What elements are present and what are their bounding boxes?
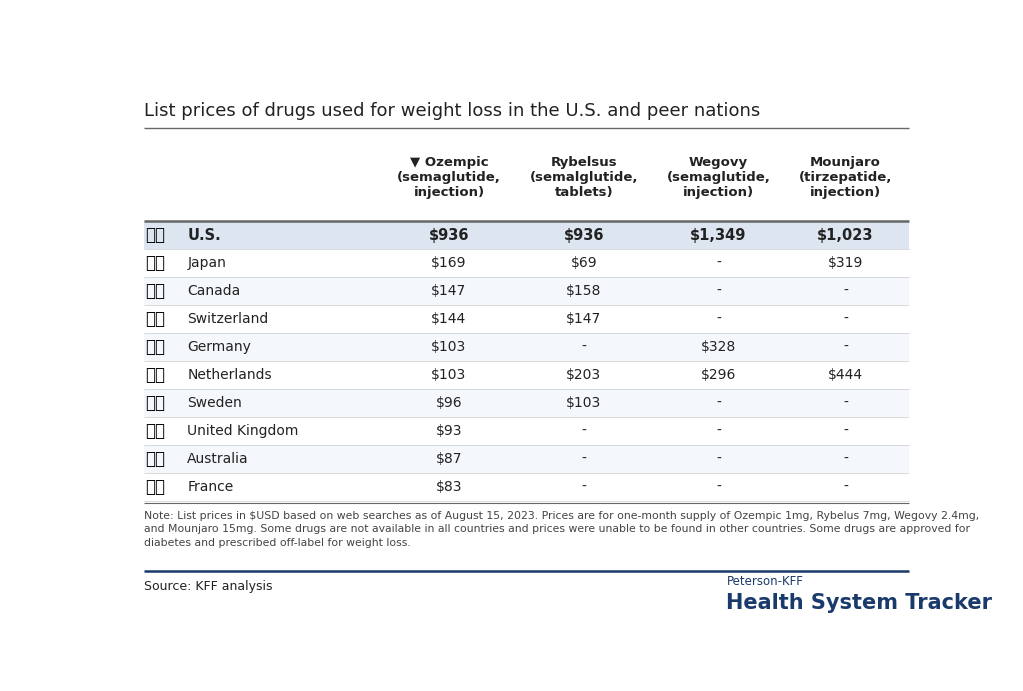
- Text: $203: $203: [566, 368, 602, 382]
- Text: 🇩🇪: 🇩🇪: [145, 338, 166, 356]
- Text: 🇨🇦: 🇨🇦: [145, 282, 166, 300]
- Text: -: -: [716, 424, 721, 438]
- Text: Sweden: Sweden: [187, 396, 242, 410]
- Text: $144: $144: [432, 312, 466, 326]
- Text: -: -: [716, 312, 721, 326]
- FancyBboxPatch shape: [143, 249, 908, 277]
- Text: $1,349: $1,349: [691, 228, 747, 243]
- Text: -: -: [581, 480, 586, 493]
- Text: Canada: Canada: [187, 284, 240, 298]
- Text: France: France: [187, 480, 233, 493]
- Text: Japan: Japan: [187, 256, 226, 270]
- Text: Australia: Australia: [187, 452, 249, 466]
- Text: Rybelsus
(semalglutide,
tablets): Rybelsus (semalglutide, tablets): [530, 156, 638, 199]
- Text: -: -: [581, 452, 586, 466]
- FancyBboxPatch shape: [143, 389, 908, 417]
- Text: -: -: [581, 340, 586, 354]
- Text: -: -: [716, 396, 721, 410]
- Text: Germany: Germany: [187, 340, 252, 354]
- Text: Source: KFF analysis: Source: KFF analysis: [143, 580, 272, 594]
- Text: $93: $93: [436, 424, 462, 438]
- Text: Peterson-KFF: Peterson-KFF: [726, 575, 803, 588]
- Text: Wegovy
(semaglutide,
injection): Wegovy (semaglutide, injection): [667, 156, 770, 199]
- Text: $328: $328: [701, 340, 737, 354]
- Text: $296: $296: [701, 368, 737, 382]
- Text: 🇦🇺: 🇦🇺: [145, 450, 166, 468]
- FancyBboxPatch shape: [143, 305, 908, 333]
- FancyBboxPatch shape: [143, 333, 908, 361]
- Text: Note: List prices in $USD based on web searches as of August 15, 2023. Prices ar: Note: List prices in $USD based on web s…: [143, 511, 979, 548]
- Text: Health System Tracker: Health System Tracker: [726, 593, 992, 613]
- Text: $103: $103: [432, 368, 466, 382]
- FancyBboxPatch shape: [143, 361, 908, 389]
- Text: -: -: [843, 284, 848, 298]
- Text: $87: $87: [436, 452, 462, 466]
- Text: United Kingdom: United Kingdom: [187, 424, 299, 438]
- Text: -: -: [843, 312, 848, 326]
- FancyBboxPatch shape: [143, 277, 908, 305]
- FancyBboxPatch shape: [143, 445, 908, 473]
- Text: $103: $103: [432, 340, 466, 354]
- Text: $936: $936: [429, 228, 470, 243]
- Text: Switzerland: Switzerland: [187, 312, 269, 326]
- Text: $83: $83: [436, 480, 462, 493]
- Text: 🇳🇱: 🇳🇱: [145, 366, 166, 384]
- FancyBboxPatch shape: [143, 417, 908, 445]
- Text: -: -: [716, 480, 721, 493]
- Text: -: -: [716, 284, 721, 298]
- Text: $158: $158: [566, 284, 602, 298]
- Text: $147: $147: [432, 284, 466, 298]
- Text: $319: $319: [828, 256, 863, 270]
- Text: $69: $69: [571, 256, 597, 270]
- Text: -: -: [843, 340, 848, 354]
- Text: 🇬🇧: 🇬🇧: [145, 422, 166, 439]
- Text: -: -: [843, 452, 848, 466]
- Text: 🇫🇷: 🇫🇷: [145, 477, 166, 495]
- Text: 🇯🇵: 🇯🇵: [145, 254, 166, 272]
- Text: -: -: [716, 256, 721, 270]
- Text: Netherlands: Netherlands: [187, 368, 272, 382]
- Text: 🇨🇭: 🇨🇭: [145, 310, 166, 328]
- Text: ▼ Ozempic
(semaglutide,
injection): ▼ Ozempic (semaglutide, injection): [397, 156, 501, 199]
- Text: $169: $169: [432, 256, 466, 270]
- Text: -: -: [581, 424, 586, 438]
- Text: $936: $936: [564, 228, 604, 243]
- Text: $147: $147: [566, 312, 602, 326]
- Text: List prices of drugs used for weight loss in the U.S. and peer nations: List prices of drugs used for weight los…: [143, 102, 760, 120]
- Text: $96: $96: [436, 396, 462, 410]
- Text: $444: $444: [828, 368, 863, 382]
- FancyBboxPatch shape: [143, 221, 908, 249]
- FancyBboxPatch shape: [143, 473, 908, 500]
- Text: 🇺🇸: 🇺🇸: [145, 226, 166, 244]
- Text: -: -: [843, 480, 848, 493]
- Text: -: -: [716, 452, 721, 466]
- Text: -: -: [843, 424, 848, 438]
- Text: Mounjaro
(tirzepatide,
injection): Mounjaro (tirzepatide, injection): [799, 156, 892, 199]
- Text: $103: $103: [566, 396, 602, 410]
- Text: $1,023: $1,023: [817, 228, 874, 243]
- Text: 🇸🇪: 🇸🇪: [145, 394, 166, 412]
- Text: -: -: [843, 396, 848, 410]
- Text: U.S.: U.S.: [187, 228, 221, 243]
